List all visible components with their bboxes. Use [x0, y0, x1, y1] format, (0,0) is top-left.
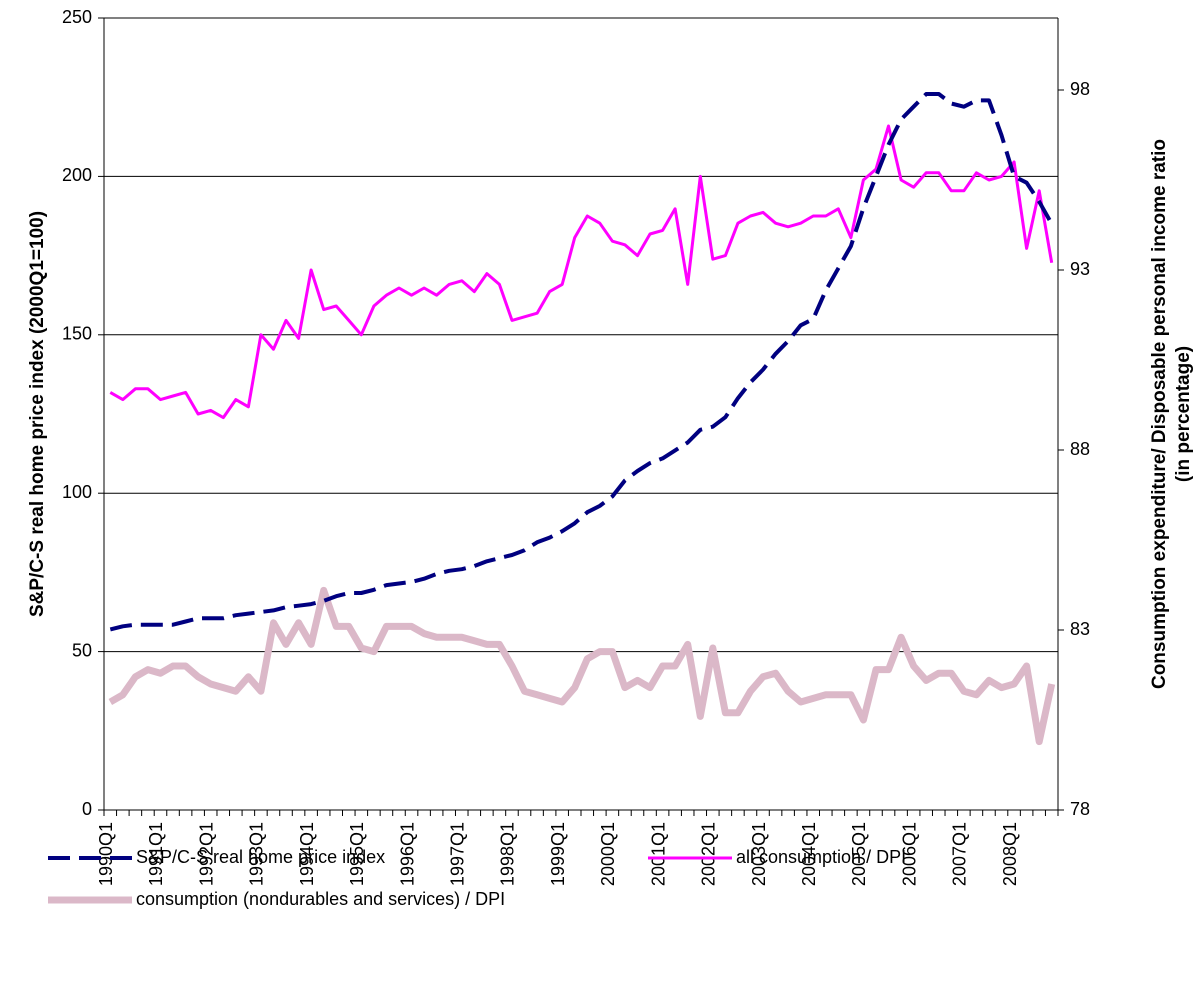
y2-axis-title: Consumption expenditure/ Disposable pers… — [1149, 139, 1170, 689]
x-tick-label: 2005Q1 — [849, 822, 869, 886]
y-axis-title: S&P/C-S real home price index (2000Q1=10… — [27, 211, 48, 617]
y-tick-label: 100 — [62, 482, 92, 502]
x-tick-label: 2002Q1 — [699, 822, 719, 886]
y2-tick-label: 83 — [1070, 619, 1090, 639]
y2-tick-label: 88 — [1070, 439, 1090, 459]
legend-label: S&P/C-S real home price index — [136, 847, 385, 867]
series-line — [109, 92, 1054, 632]
x-tick-label: 1990Q1 — [96, 822, 116, 886]
y2-tick-label: 98 — [1070, 79, 1090, 99]
x-tick-label: 2000Q1 — [598, 822, 618, 886]
x-tick-label: 1996Q1 — [397, 822, 417, 886]
y-tick-label: 50 — [72, 640, 92, 660]
x-tick-label: 2003Q1 — [749, 822, 769, 886]
y2-tick-label: 78 — [1070, 799, 1090, 819]
x-tick-label: 2004Q1 — [799, 822, 819, 886]
legend-label: consumption (nondurables and services) /… — [136, 889, 505, 909]
x-tick-label: 2007Q1 — [950, 822, 970, 886]
legend-label: all consumption / DPI — [736, 847, 906, 867]
y2-tick-label: 93 — [1070, 259, 1090, 279]
y-tick-label: 0 — [82, 799, 92, 819]
series-line — [109, 124, 1054, 420]
x-tick-label: 2008Q1 — [1000, 822, 1020, 886]
x-tick-label: 1993Q1 — [247, 822, 267, 886]
x-tick-label: 1995Q1 — [347, 822, 367, 886]
x-tick-label: 2001Q1 — [648, 822, 668, 886]
x-tick-label: 1991Q1 — [146, 822, 166, 886]
y-tick-label: 200 — [62, 165, 92, 185]
x-tick-label: 1997Q1 — [448, 822, 468, 886]
x-tick-label: 1994Q1 — [297, 822, 317, 886]
series-line — [108, 586, 1056, 746]
y2-axis-title: (in percentage) — [1173, 346, 1194, 482]
x-tick-label: 2006Q1 — [899, 822, 919, 886]
x-tick-label: 1992Q1 — [196, 822, 216, 886]
x-tick-label: 1999Q1 — [548, 822, 568, 886]
y-tick-label: 250 — [62, 7, 92, 27]
x-tick-label: 1998Q1 — [498, 822, 518, 886]
y-tick-label: 150 — [62, 324, 92, 344]
